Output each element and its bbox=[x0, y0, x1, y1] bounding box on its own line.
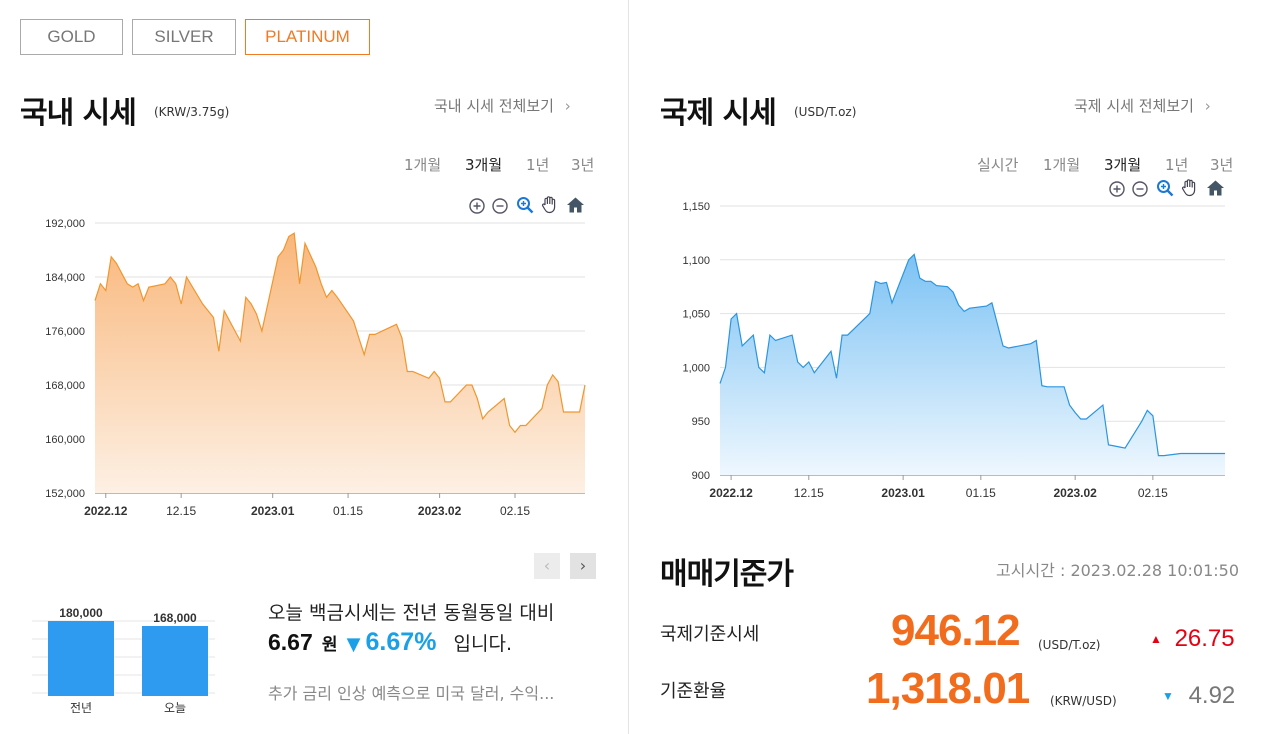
notice-time: 고시시간 : 2023.02.28 10:01:50 bbox=[996, 561, 1239, 580]
domestic-period-1m[interactable]: 1개월 bbox=[404, 156, 442, 174]
chevron-right-icon: › bbox=[1204, 97, 1211, 115]
x-tick-label: 2023.01 bbox=[251, 504, 295, 518]
y-tick-label: 168,000 bbox=[45, 380, 85, 392]
compare-bar bbox=[48, 621, 114, 696]
zoom-in-icon[interactable] bbox=[1108, 180, 1126, 198]
up-triangle-icon: ▲ bbox=[1150, 632, 1162, 646]
x-tick-label: 02.15 bbox=[500, 504, 530, 518]
y-tick-label: 160,000 bbox=[45, 434, 85, 446]
prev-page-button[interactable]: ‹ bbox=[534, 553, 560, 579]
chevron-right-icon: › bbox=[564, 97, 571, 115]
tab-silver[interactable]: SILVER bbox=[132, 19, 236, 55]
bar-value-label: 168,000 bbox=[153, 611, 197, 625]
international-price-chart: 900 950 1,000 1,050 1,100 1,150 2022.12 12.15 20… bbox=[682, 201, 1225, 500]
home-icon[interactable] bbox=[566, 196, 584, 214]
y-tick-label: 184,000 bbox=[45, 272, 85, 284]
x-tick-label: 2023.02 bbox=[1053, 486, 1097, 500]
fx-rate-change: ▼ 4.92 bbox=[1162, 682, 1235, 710]
domestic-period-1y[interactable]: 1년 bbox=[526, 156, 550, 174]
bar-category-label: 오늘 bbox=[164, 701, 186, 715]
zoom-select-icon[interactable] bbox=[1156, 179, 1174, 197]
y-tick-label: 1,050 bbox=[682, 309, 710, 321]
bar-value-label: 180,000 bbox=[59, 606, 103, 620]
pan-hand-icon[interactable] bbox=[1180, 178, 1198, 197]
pan-hand-icon[interactable] bbox=[540, 195, 558, 214]
y-tick-label: 1,100 bbox=[682, 255, 710, 267]
yoy-compare-chart: 180,000 전년 168,000 오늘 bbox=[32, 606, 215, 715]
international-more-label: 국제 시세 전체보기 bbox=[1074, 97, 1194, 115]
x-tick-label: 2023.01 bbox=[881, 486, 925, 500]
chevron-left-icon: ‹ bbox=[543, 556, 551, 575]
domestic-more-link[interactable]: 국내 시세 전체보기 › bbox=[434, 95, 571, 116]
intl-standard-change-value: 26.75 bbox=[1174, 625, 1235, 652]
intl-standard-change: ▲ 26.75 bbox=[1150, 625, 1235, 653]
y-tick-label: 900 bbox=[692, 470, 710, 482]
next-page-button[interactable]: › bbox=[570, 553, 596, 579]
domestic-more-label: 국내 시세 전체보기 bbox=[434, 97, 554, 115]
x-tick-label: 02.15 bbox=[1138, 486, 1168, 500]
intl-period-3m[interactable]: 3개월 bbox=[1104, 156, 1142, 174]
domestic-unit: (KRW/3.75g) bbox=[154, 105, 230, 119]
down-triangle-icon: ▼ bbox=[1162, 689, 1174, 703]
x-tick-label: 01.15 bbox=[333, 504, 363, 518]
fx-rate-unit: (KRW/USD) bbox=[1050, 694, 1117, 708]
intl-standard-value: 946.12 bbox=[891, 606, 1021, 655]
series-line bbox=[719, 253, 1225, 457]
international-unit: (USD/T.oz) bbox=[794, 105, 857, 119]
x-tick-label: 12.15 bbox=[166, 504, 196, 518]
zoom-in-icon[interactable] bbox=[468, 197, 486, 215]
compare-bar bbox=[142, 626, 208, 696]
zoom-out-icon[interactable] bbox=[1131, 180, 1149, 198]
zoom-out-icon[interactable] bbox=[491, 197, 509, 215]
y-tick-label: 152,000 bbox=[45, 488, 85, 500]
y-tick-label: 1,000 bbox=[682, 362, 710, 374]
domestic-period-3y[interactable]: 3년 bbox=[571, 156, 595, 174]
intl-standard-unit: (USD/T.oz) bbox=[1038, 638, 1101, 652]
x-tick-label: 01.15 bbox=[966, 486, 996, 500]
intl-period-1m[interactable]: 1개월 bbox=[1043, 156, 1081, 174]
compare-suffix: 입니다. bbox=[453, 633, 512, 655]
chevron-right-icon: › bbox=[579, 556, 587, 575]
column-divider bbox=[628, 0, 629, 734]
compare-diff-unit: 원 bbox=[321, 635, 338, 655]
compare-diff-value: 6.67 bbox=[268, 629, 313, 655]
y-tick-label: 950 bbox=[692, 416, 710, 428]
zoom-select-icon[interactable] bbox=[516, 196, 534, 214]
fx-rate-change-value: 4.92 bbox=[1188, 682, 1236, 709]
international-title: 국제 시세 bbox=[660, 96, 777, 131]
x-tick-label: 2022.12 bbox=[709, 486, 753, 500]
tab-gold[interactable]: GOLD bbox=[20, 19, 123, 55]
news-headline-link[interactable]: 추가 금리 인상 예측으로 미국 달러, 수익... bbox=[268, 684, 555, 703]
tab-platinum[interactable]: PLATINUM bbox=[245, 19, 370, 55]
home-icon[interactable] bbox=[1206, 179, 1224, 197]
x-tick-label: 2022.12 bbox=[84, 504, 128, 518]
fx-rate-label: 기준환율 bbox=[660, 681, 727, 702]
intl-period-3y[interactable]: 3년 bbox=[1210, 156, 1234, 174]
standard-price-title: 매매기준가 bbox=[660, 557, 794, 592]
domestic-period-3m[interactable]: 3개월 bbox=[465, 156, 503, 174]
bar-category-label: 전년 bbox=[70, 701, 92, 715]
compare-diff-pct: 6.67% bbox=[365, 628, 437, 656]
x-tick-label: 12.15 bbox=[794, 486, 824, 500]
area-fill bbox=[720, 254, 1225, 475]
y-tick-label: 1,150 bbox=[682, 201, 710, 213]
down-triangle-icon: ▼ bbox=[346, 634, 361, 655]
domestic-price-chart: 152,000 160,000 168,000 176,000 184,000 192,0… bbox=[45, 218, 586, 518]
intl-period-realtime[interactable]: 실시간 bbox=[977, 156, 1019, 174]
series-line bbox=[94, 232, 586, 434]
international-more-link[interactable]: 국제 시세 전체보기 › bbox=[1074, 95, 1211, 116]
x-tick-label: 2023.02 bbox=[418, 504, 462, 518]
intl-period-1y[interactable]: 1년 bbox=[1165, 156, 1189, 174]
compare-line1: 오늘 백금시세는 전년 동월동일 대비 bbox=[268, 602, 555, 624]
fx-rate-value: 1,318.01 bbox=[866, 664, 1030, 713]
y-tick-label: 192,000 bbox=[45, 218, 85, 230]
y-tick-label: 176,000 bbox=[45, 326, 85, 338]
compare-line2: 6.67 원 ▼ 6.67% 입니다. bbox=[268, 628, 512, 657]
domestic-title: 국내 시세 bbox=[20, 96, 137, 131]
area-fill bbox=[95, 233, 585, 493]
intl-standard-label: 국제기준시세 bbox=[660, 624, 760, 645]
